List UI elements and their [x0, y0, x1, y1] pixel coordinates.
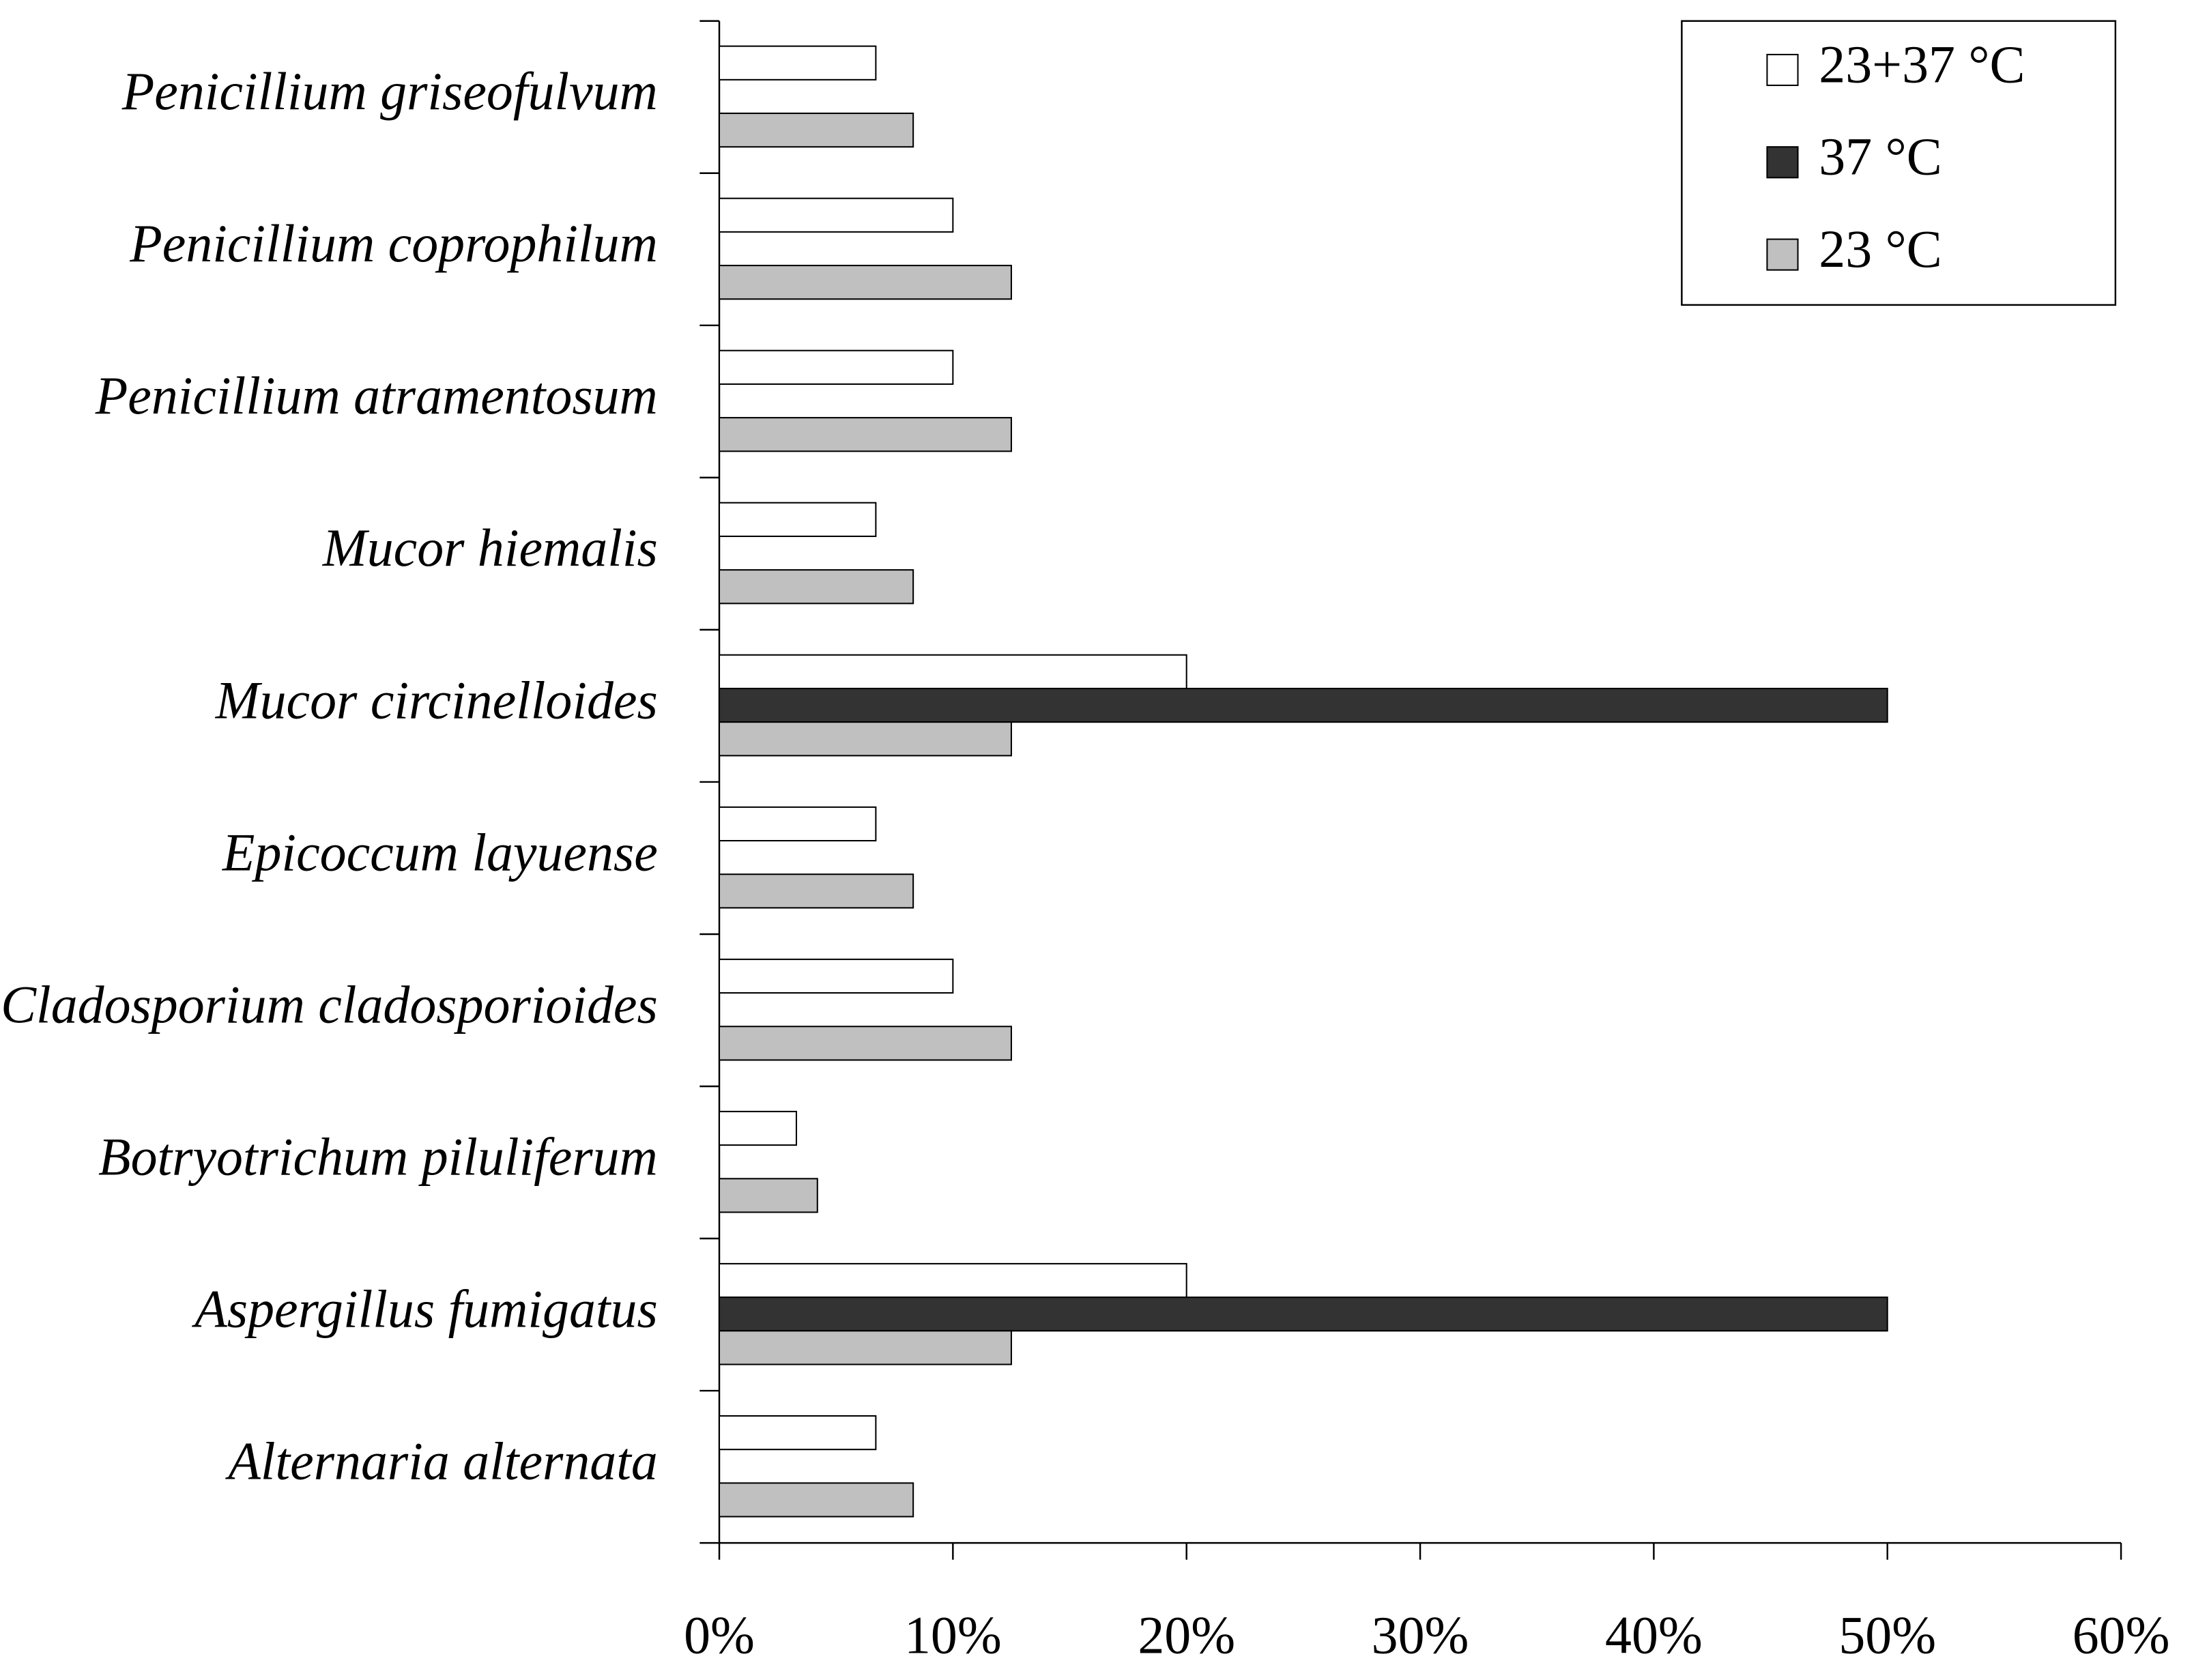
- bar: [718, 569, 914, 605]
- x-tick-label: 0%: [684, 1606, 755, 1664]
- bar: [718, 1110, 798, 1146]
- legend-swatch: [1766, 53, 1799, 87]
- category-label: Cladosporium cladosporioides: [1, 975, 658, 1034]
- category-label: Aspergillus fumigatus: [191, 1279, 658, 1338]
- bar: [718, 654, 1187, 690]
- bar: [718, 1178, 818, 1213]
- bar: [718, 265, 1012, 300]
- category-label: Penicillium griseofulvum: [121, 62, 658, 121]
- bar: [718, 113, 914, 148]
- legend-swatch: [1766, 146, 1799, 179]
- bar: [718, 197, 954, 233]
- legend-label: 23+37 °C: [1819, 35, 2025, 93]
- bar: [718, 1415, 877, 1451]
- category-label: Epicoccum layuense: [222, 823, 658, 882]
- x-tick-label: 10%: [904, 1606, 1002, 1664]
- category-label: Mucor hiemalis: [322, 519, 658, 577]
- legend-box: [1681, 20, 2117, 306]
- category-label: Penicillium atramentosum: [95, 366, 658, 425]
- category-label: Botryotrichum piluliferum: [98, 1127, 658, 1186]
- bar: [718, 1297, 1888, 1332]
- legend-label: 23 °C: [1819, 220, 1942, 278]
- bar: [718, 1482, 914, 1518]
- bar: [718, 1330, 1012, 1365]
- x-tick-label: 30%: [1372, 1606, 1469, 1664]
- category-label: Mucor circinelloides: [215, 671, 658, 729]
- bar: [718, 1026, 1012, 1061]
- bar: [718, 502, 877, 537]
- bar: [718, 806, 877, 842]
- bar: [718, 1262, 1187, 1299]
- bar: [718, 721, 1012, 757]
- bar: [718, 958, 954, 994]
- bar: [718, 873, 914, 909]
- x-tick-label: 20%: [1138, 1606, 1235, 1664]
- x-tick-label: 40%: [1605, 1606, 1703, 1664]
- x-tick-label: 60%: [2073, 1606, 2170, 1664]
- category-label: Penicillium coprophilum: [129, 214, 658, 273]
- legend-swatch: [1766, 238, 1799, 271]
- bar: [718, 417, 1012, 452]
- category-label: Alternaria alternata: [225, 1432, 657, 1490]
- bar: [718, 349, 954, 385]
- x-tick-label: 50%: [1838, 1606, 1936, 1664]
- legend-label: 37 °C: [1819, 128, 1942, 186]
- bar: [718, 687, 1888, 723]
- bar: [718, 45, 877, 81]
